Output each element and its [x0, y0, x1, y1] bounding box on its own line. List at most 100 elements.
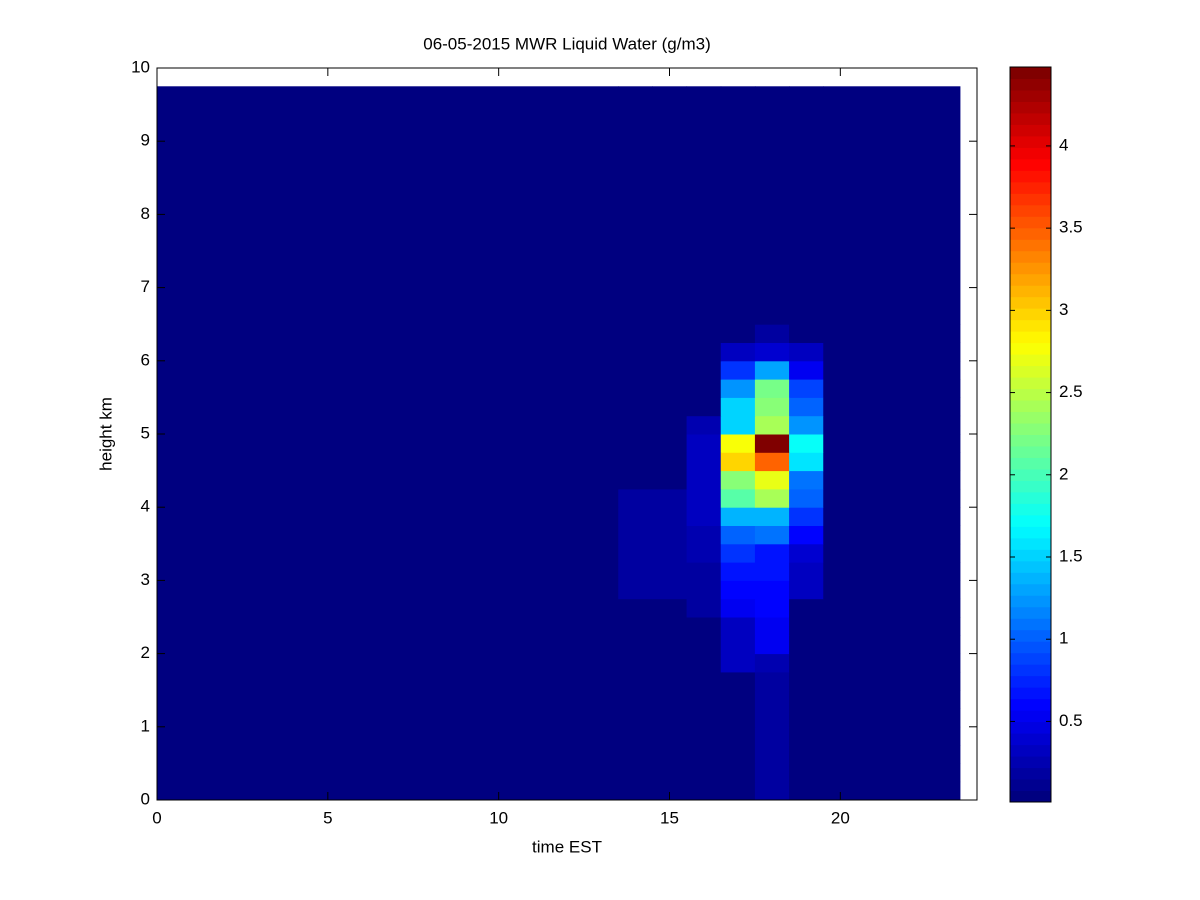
colorbar-step — [1010, 181, 1051, 194]
colorbar-step — [1010, 756, 1051, 769]
heat-cell — [823, 543, 961, 563]
heat-cell — [720, 470, 756, 490]
heat-cell — [618, 745, 653, 764]
heat-cell — [754, 745, 790, 764]
heat-cell — [652, 452, 688, 472]
heat-cell — [686, 342, 722, 362]
heat-cell — [618, 781, 653, 801]
heat-cell — [754, 671, 790, 691]
colorbar-tick-label: 2.5 — [1059, 382, 1083, 401]
colorbar-tick-label: 4 — [1059, 135, 1068, 154]
heat-cell — [754, 763, 790, 783]
heat-cell — [652, 525, 688, 545]
colorbar-step — [1010, 158, 1051, 171]
heat-cell — [157, 525, 619, 545]
colorbar-step — [1010, 273, 1051, 286]
heat-cell — [652, 671, 688, 691]
colorbar-step — [1010, 537, 1051, 550]
heat-cell — [157, 598, 619, 618]
heat-cell — [720, 598, 756, 618]
heat-cell — [686, 580, 722, 600]
heat-cell — [652, 580, 688, 600]
heat-cell — [823, 617, 961, 636]
heat-cell — [157, 452, 619, 472]
heat-cell — [618, 562, 653, 581]
colorbar-step — [1010, 710, 1051, 723]
y-tick-label: 7 — [141, 277, 150, 296]
colorbar-tick-label: 3.5 — [1059, 218, 1083, 237]
heat-cell — [823, 580, 961, 600]
heat-cell — [823, 653, 961, 673]
colorbar-step — [1010, 204, 1051, 217]
heat-cell — [754, 708, 790, 728]
heat-cell — [652, 488, 688, 508]
heat-cell — [754, 781, 790, 801]
heat-cell — [618, 470, 653, 490]
heat-cell — [686, 379, 722, 398]
heat-cell — [686, 470, 722, 490]
colorbar-step — [1010, 767, 1051, 780]
y-tick-label: 2 — [141, 643, 150, 662]
heat-cell — [754, 342, 790, 362]
heat-cell — [789, 397, 824, 417]
heat-cell — [652, 360, 688, 380]
heat-cell — [157, 397, 619, 417]
heat-cell — [686, 86, 722, 325]
heat-cell — [618, 635, 653, 655]
colorbar-step — [1010, 744, 1051, 757]
heat-cell — [652, 470, 688, 490]
heat-cell — [157, 360, 619, 380]
y-tick-label: 9 — [141, 131, 150, 150]
heat-cell — [157, 690, 619, 709]
heat-cell — [652, 415, 688, 435]
heat-cell — [754, 360, 790, 380]
heat-cell — [157, 745, 619, 764]
heat-cell — [754, 617, 790, 636]
colorbar-step — [1010, 147, 1051, 160]
heat-cell — [157, 342, 619, 362]
heat-cell — [686, 397, 722, 417]
heat-cell — [157, 708, 619, 728]
heat-cell — [789, 434, 824, 453]
colorbar-step — [1010, 434, 1051, 447]
heat-cell — [686, 653, 722, 673]
colorbar-step — [1010, 400, 1051, 413]
heat-cell — [754, 653, 790, 673]
heat-cell — [789, 86, 824, 325]
colorbar-step — [1010, 67, 1051, 79]
colorbar-step — [1010, 595, 1051, 608]
heat-cell — [686, 507, 722, 526]
colorbar-step — [1010, 468, 1051, 481]
y-tick-label: 3 — [141, 570, 150, 589]
chart-title: 06-05-2015 MWR Liquid Water (g/m3) — [423, 34, 711, 53]
heat-cell — [823, 415, 961, 435]
colorbar-step — [1010, 342, 1051, 355]
heat-cell — [720, 653, 756, 673]
heat-cell — [720, 781, 756, 801]
heat-cell — [789, 507, 824, 526]
colorbar-step — [1010, 78, 1051, 91]
colorbar-step — [1010, 331, 1051, 344]
colorbar-step — [1010, 491, 1051, 504]
heat-cell — [720, 488, 756, 508]
heat-cell — [686, 671, 722, 691]
heat-cell — [720, 379, 756, 398]
heat-cell — [720, 397, 756, 417]
colorbar-step — [1010, 733, 1051, 746]
heat-cell — [823, 745, 961, 764]
heat-cell — [754, 525, 790, 545]
heat-cell — [157, 781, 619, 801]
colorbar-tick-label: 0.5 — [1059, 711, 1083, 730]
heat-cell — [652, 86, 688, 325]
heat-cell — [720, 543, 756, 563]
heat-cell — [618, 324, 653, 343]
heat-cell — [720, 617, 756, 636]
heat-cell — [720, 690, 756, 709]
heat-cell — [686, 562, 722, 581]
colorbar-tick-label: 1 — [1059, 629, 1068, 648]
heat-cell — [823, 324, 961, 343]
colorbar-step — [1010, 675, 1051, 688]
heat-cell — [754, 507, 790, 526]
colorbar-step — [1010, 365, 1051, 378]
